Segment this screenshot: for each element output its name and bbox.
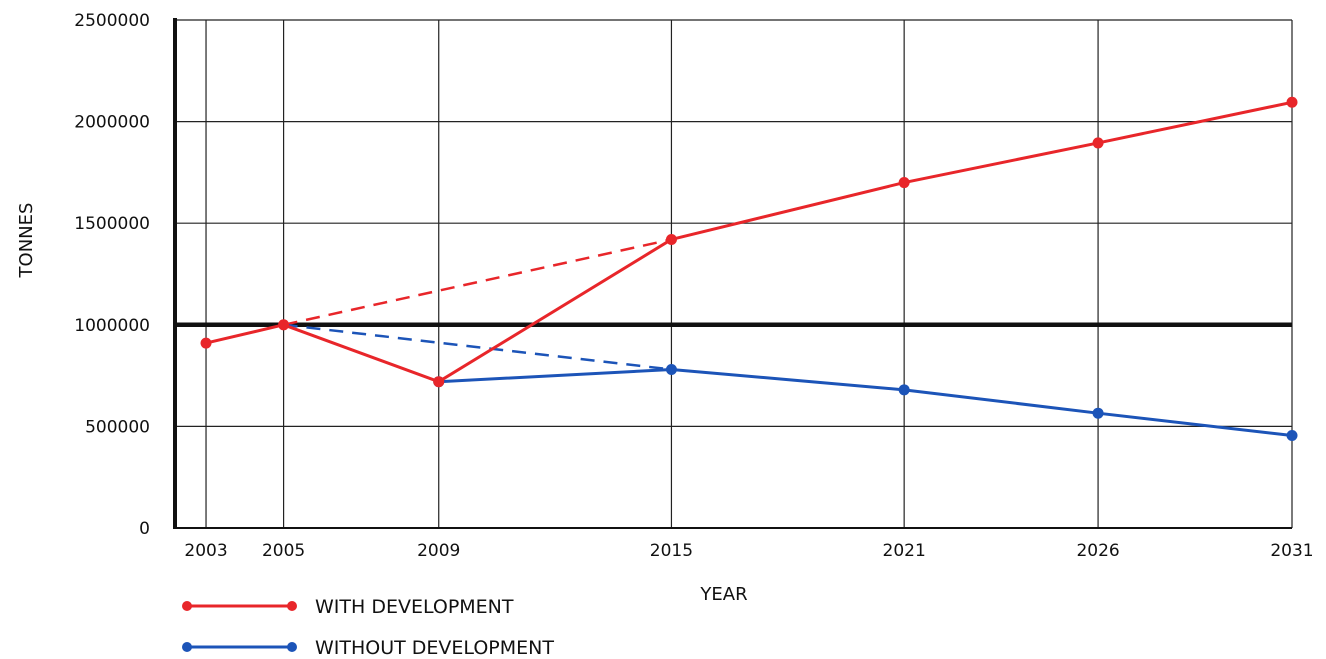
data-series — [200, 96, 1298, 442]
series-point — [665, 364, 677, 376]
series-point — [278, 319, 290, 331]
y-tick-label: 0 — [139, 519, 150, 539]
x-tick-label: 2021 — [883, 541, 926, 561]
legend-label-without-development: WITHOUT DEVELOPMENT — [315, 637, 554, 659]
series-point — [898, 384, 910, 396]
grid — [175, 19, 1293, 528]
series-point — [1092, 137, 1104, 149]
legend-item-with-development: WITH DEVELOPMENT — [182, 596, 514, 618]
tick-labels: 0 500000 1000000 1500000 2000000 2500000 2003 2… — [74, 11, 1313, 561]
y-tick-label: 1500000 — [74, 214, 150, 234]
projection-line — [283, 323, 672, 371]
y-tick-label: 2000000 — [74, 113, 150, 133]
legend-swatch-marker — [287, 642, 297, 652]
legend-swatch-marker — [182, 642, 192, 652]
y-tick-label: 500000 — [85, 417, 150, 437]
x-axis-title: YEAR — [699, 584, 747, 605]
axes — [173, 18, 1292, 529]
legend-swatch-marker — [287, 601, 297, 611]
projection-line — [283, 238, 672, 327]
x-tick-label: 2003 — [184, 541, 227, 561]
y-tick-label: 2500000 — [74, 11, 150, 31]
x-tick-label: 2009 — [417, 541, 460, 561]
series-point — [200, 337, 212, 349]
series-point — [433, 376, 445, 388]
series-point — [1286, 430, 1298, 442]
series-line — [438, 368, 1293, 438]
series-point — [665, 233, 677, 245]
legend-swatch-marker — [182, 601, 192, 611]
series-point — [898, 177, 910, 189]
y-tick-label: 1000000 — [74, 316, 150, 336]
projection-lines — [283, 238, 672, 371]
x-tick-label: 2026 — [1076, 541, 1119, 561]
series-point — [1092, 407, 1104, 419]
y-axis-title: TONNES — [16, 203, 37, 279]
x-tick-label: 2015 — [650, 541, 693, 561]
x-tick-label: 2031 — [1270, 541, 1313, 561]
legend-label-with-development: WITH DEVELOPMENT — [315, 596, 514, 618]
legend-item-without-development: WITHOUT DEVELOPMENT — [182, 637, 554, 659]
series-point — [1286, 96, 1298, 108]
legend: WITH DEVELOPMENT WITHOUT DEVELOPMENT — [182, 596, 554, 659]
x-tick-label: 2005 — [262, 541, 305, 561]
series-line — [205, 100, 1293, 384]
